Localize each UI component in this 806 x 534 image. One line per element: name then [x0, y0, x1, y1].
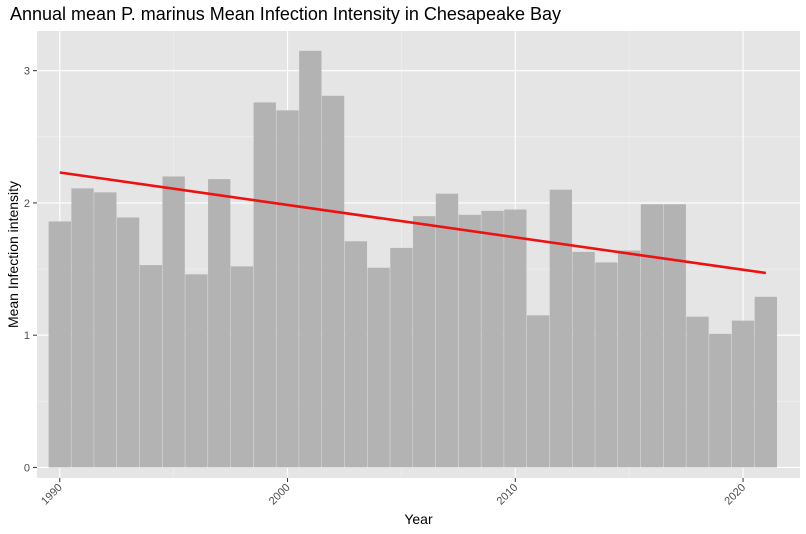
bar-1993: [116, 217, 140, 468]
bar-2003: [344, 241, 368, 468]
bar-2015: [618, 250, 641, 468]
bar-2021: [754, 296, 777, 468]
bar-1996: [185, 274, 208, 468]
bar-1992: [94, 192, 117, 468]
bar-2020: [731, 320, 755, 468]
bar-1990: [48, 221, 71, 468]
bar-2006: [413, 216, 436, 468]
bar-2019: [709, 333, 732, 468]
bar-2018: [686, 316, 709, 468]
y-tick-label: 1: [24, 330, 30, 342]
bar-2000: [276, 110, 299, 468]
bar-1999: [253, 102, 276, 468]
bars: [48, 50, 777, 468]
x-tick-label: 2020: [722, 482, 748, 508]
trend-line: [59, 171, 767, 275]
trend-layer: [59, 171, 767, 275]
bar-2004: [367, 267, 390, 468]
bar-2001: [299, 50, 322, 468]
y-axis: 0 1 2 3: [24, 66, 37, 474]
bar-2017: [663, 204, 686, 468]
y-tick-label: 2: [24, 198, 30, 210]
bar-1994: [139, 265, 163, 468]
y-tick-label: 0: [24, 462, 30, 474]
bar-2008: [458, 214, 481, 468]
bar-2016: [640, 204, 664, 468]
y-tick-label: 3: [24, 66, 30, 78]
bar-2005: [390, 247, 413, 468]
bar-1995: [162, 176, 185, 468]
bar-1991: [71, 188, 94, 468]
x-tick-label: 2010: [495, 482, 521, 508]
bar-1997: [208, 179, 231, 468]
bar-2014: [595, 262, 618, 468]
x-axis-title: Year: [404, 511, 433, 527]
x-axis: 1990 2000 2010 2020: [39, 478, 748, 507]
bar-2009: [481, 210, 504, 468]
bar-2012: [549, 189, 573, 468]
bar-2010: [504, 209, 527, 468]
y-axis-title: Mean Infection intensity: [5, 181, 21, 328]
x-tick-label: 2000: [267, 482, 293, 508]
bar-2011: [526, 315, 550, 468]
bar-2013: [572, 251, 595, 468]
bar-1998: [230, 266, 254, 468]
chart-title: Annual mean P. marinus Mean Infection In…: [10, 4, 561, 24]
bar-2002: [321, 95, 345, 468]
bar-2007: [435, 193, 459, 468]
x-tick-label: 1990: [39, 482, 65, 508]
